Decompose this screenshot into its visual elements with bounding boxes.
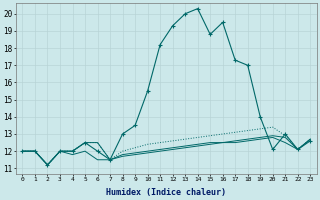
X-axis label: Humidex (Indice chaleur): Humidex (Indice chaleur) (106, 188, 226, 197)
